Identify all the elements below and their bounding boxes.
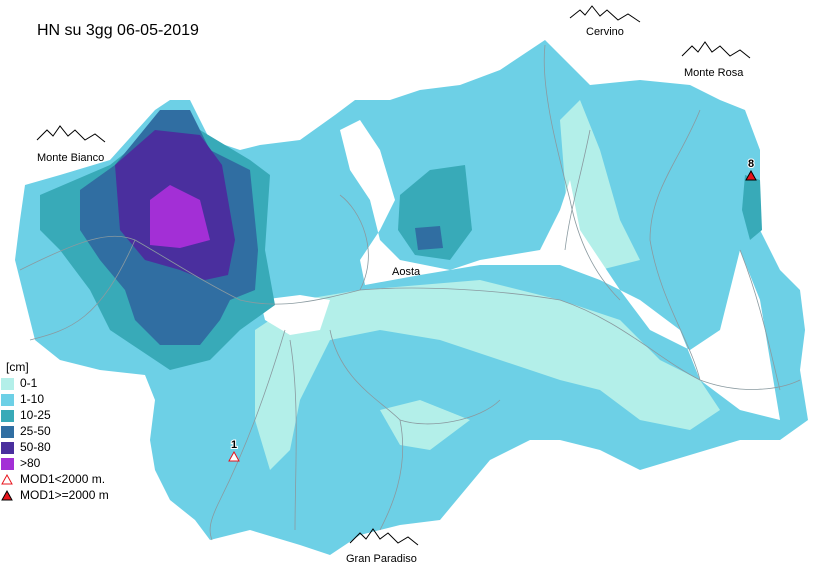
valley [340, 120, 780, 420]
place-label: Cervino [586, 26, 624, 38]
river [339, 194, 369, 291]
zone-teal [742, 175, 762, 240]
mountain-icon [569, 5, 641, 23]
legend-label: MOD1<2000 m. [20, 472, 105, 486]
legend: 0-1 1-10 10-25 25-50 50-80 >80 MOD1<2000 m. MOD… [1, 376, 109, 502]
legend-swatch [1, 378, 14, 390]
legend-label: >80 [20, 456, 41, 470]
legend-swatch [1, 410, 14, 422]
legend-label: 1-10 [20, 392, 44, 406]
station: 8 [745, 157, 757, 181]
station-label: 1 [231, 439, 237, 451]
river [739, 249, 781, 391]
station-marker [745, 169, 757, 181]
zone-light [560, 100, 640, 270]
river [329, 329, 404, 531]
legend-swatch [1, 442, 14, 454]
river [209, 329, 286, 541]
river [399, 399, 501, 425]
legend-label: 50-80 [20, 440, 51, 454]
place-label: Monte Bianco [37, 152, 104, 164]
river [289, 339, 297, 531]
station-marker [228, 450, 240, 462]
river [29, 239, 136, 341]
river [543, 44, 621, 301]
zone-light [255, 280, 720, 470]
mountain-icon [681, 41, 751, 59]
zone-steel [415, 226, 443, 250]
station: 1 [228, 438, 240, 462]
legend-label: 10-25 [20, 408, 51, 422]
station-label: 8 [748, 158, 754, 170]
legend-label: MOD1>=2000 m [20, 488, 109, 502]
legend-label: 0-1 [20, 376, 38, 390]
place-label: Aosta [392, 266, 421, 278]
legend-marker [1, 489, 13, 501]
legend-marker [1, 473, 13, 485]
river [649, 109, 701, 381]
legend-label: 25-50 [20, 424, 51, 438]
legend-swatch [1, 458, 14, 470]
mountain-icon [36, 125, 106, 143]
legend-swatch [1, 426, 14, 438]
place-label: Gran Paradiso [346, 553, 417, 565]
map-title: HN su 3gg 06-05-2019 [37, 22, 199, 39]
mountain-icon [349, 528, 419, 546]
legend-unit: [cm] [6, 360, 29, 374]
legend-swatch [1, 394, 14, 406]
valley [260, 295, 330, 335]
place-label: Monte Rosa [684, 67, 744, 79]
river [564, 129, 591, 251]
zone-purple [150, 185, 210, 248]
